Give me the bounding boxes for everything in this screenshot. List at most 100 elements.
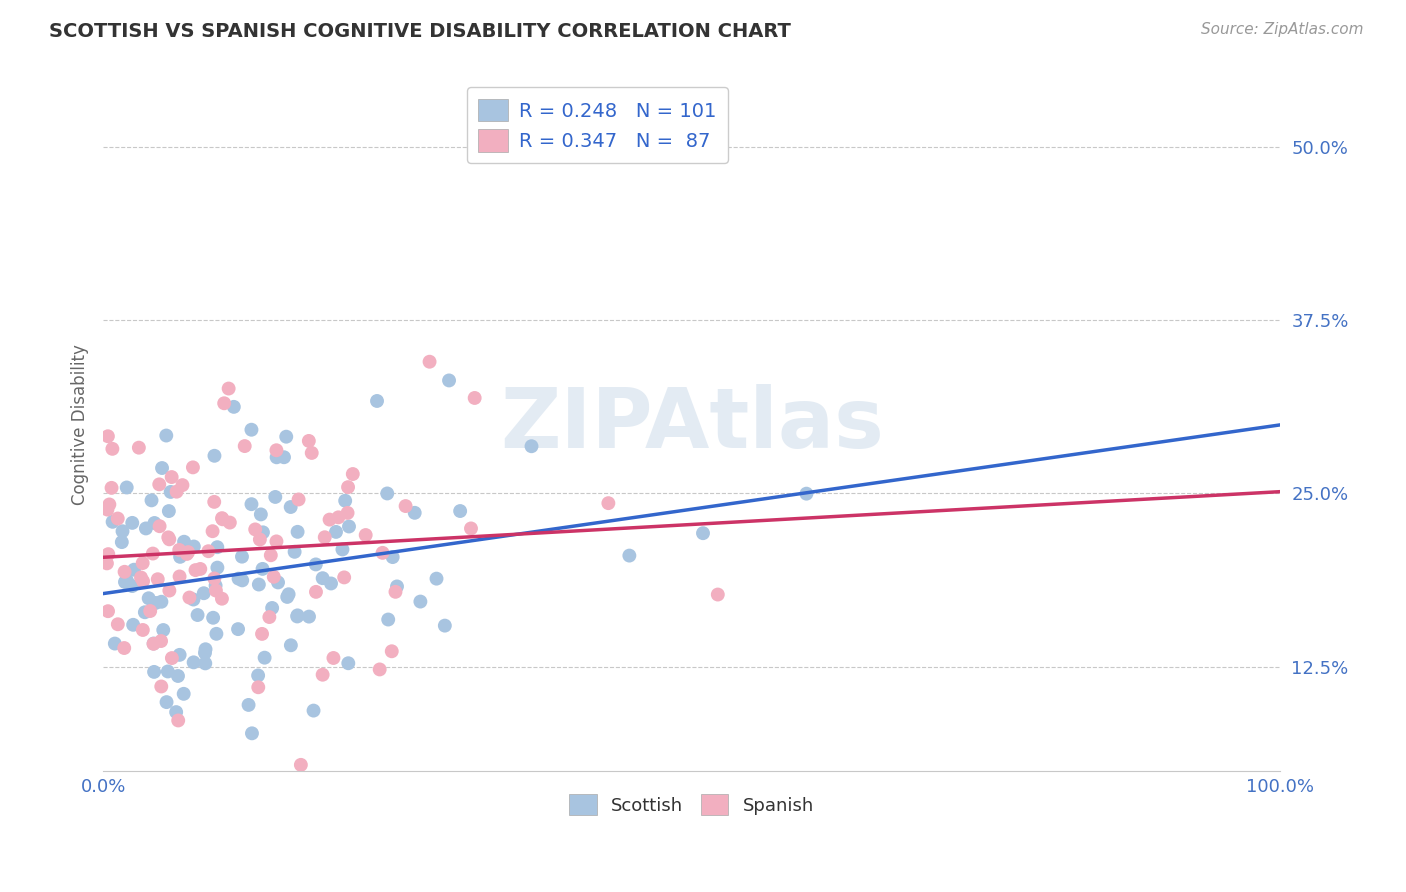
Point <box>167 669 190 683</box>
Point <box>207 540 229 554</box>
Point <box>165 705 187 719</box>
Point <box>96 557 118 571</box>
Point <box>184 563 207 577</box>
Point <box>202 611 225 625</box>
Point <box>322 651 344 665</box>
Point <box>131 556 153 570</box>
Point <box>183 656 205 670</box>
Point <box>183 592 205 607</box>
Point <box>266 534 288 549</box>
Point <box>169 549 191 564</box>
Point <box>371 546 394 560</box>
Point <box>619 549 641 563</box>
Point <box>134 605 156 619</box>
Point <box>97 429 120 443</box>
Point <box>290 757 312 772</box>
Point <box>449 504 471 518</box>
Point <box>157 533 180 547</box>
Point <box>314 530 336 544</box>
Point <box>104 636 127 650</box>
Point <box>148 477 170 491</box>
Point <box>280 500 302 514</box>
Point <box>319 576 342 591</box>
Point <box>132 623 155 637</box>
Point <box>335 493 357 508</box>
Point <box>143 516 166 530</box>
Point <box>150 634 173 648</box>
Point <box>302 704 325 718</box>
Point <box>121 516 143 530</box>
Point <box>169 569 191 583</box>
Point <box>143 665 166 679</box>
Point <box>111 535 134 549</box>
Point <box>149 519 172 533</box>
Point <box>280 638 302 652</box>
Point <box>183 540 205 554</box>
Point <box>377 613 399 627</box>
Point <box>240 726 263 740</box>
Text: ZIPAtlas: ZIPAtlas <box>499 384 883 465</box>
Point <box>204 578 226 592</box>
Point <box>247 668 270 682</box>
Point <box>337 519 360 533</box>
Point <box>157 504 180 518</box>
Point <box>139 604 162 618</box>
Point <box>98 498 121 512</box>
Point <box>218 382 240 396</box>
Point <box>115 574 138 588</box>
Point <box>114 574 136 589</box>
Point <box>337 657 360 671</box>
Point <box>181 460 204 475</box>
Point <box>207 560 229 574</box>
Point <box>228 572 250 586</box>
Point <box>142 637 165 651</box>
Point <box>169 648 191 662</box>
Point <box>262 601 284 615</box>
Point <box>247 577 270 591</box>
Point <box>333 570 356 584</box>
Point <box>146 572 169 586</box>
Point <box>385 579 408 593</box>
Point <box>112 640 135 655</box>
Point <box>381 644 404 658</box>
Point <box>111 524 134 539</box>
Legend: Scottish, Spanish: Scottish, Spanish <box>561 785 823 824</box>
Point <box>437 374 460 388</box>
Point <box>138 591 160 606</box>
Point <box>159 484 181 499</box>
Point <box>114 565 136 579</box>
Point <box>218 516 240 530</box>
Point <box>250 627 273 641</box>
Point <box>107 511 129 525</box>
Point <box>202 495 225 509</box>
Point <box>222 400 245 414</box>
Point <box>155 695 177 709</box>
Point <box>233 439 256 453</box>
Point <box>129 570 152 584</box>
Point <box>188 562 211 576</box>
Point <box>266 450 288 465</box>
Point <box>460 521 482 535</box>
Point <box>328 510 350 524</box>
Point <box>194 657 217 671</box>
Point <box>135 521 157 535</box>
Y-axis label: Cognitive Disability: Cognitive Disability <box>72 343 89 505</box>
Point <box>707 588 730 602</box>
Point <box>157 583 180 598</box>
Point <box>433 618 456 632</box>
Point <box>325 524 347 539</box>
Point <box>404 506 426 520</box>
Point <box>240 497 263 511</box>
Point <box>425 572 447 586</box>
Point <box>368 662 391 676</box>
Point <box>157 530 180 544</box>
Point <box>193 586 215 600</box>
Point <box>145 596 167 610</box>
Point <box>273 450 295 465</box>
Point <box>173 687 195 701</box>
Point <box>252 525 274 540</box>
Point <box>305 585 328 599</box>
Point <box>132 574 155 589</box>
Point <box>101 442 124 456</box>
Point <box>128 441 150 455</box>
